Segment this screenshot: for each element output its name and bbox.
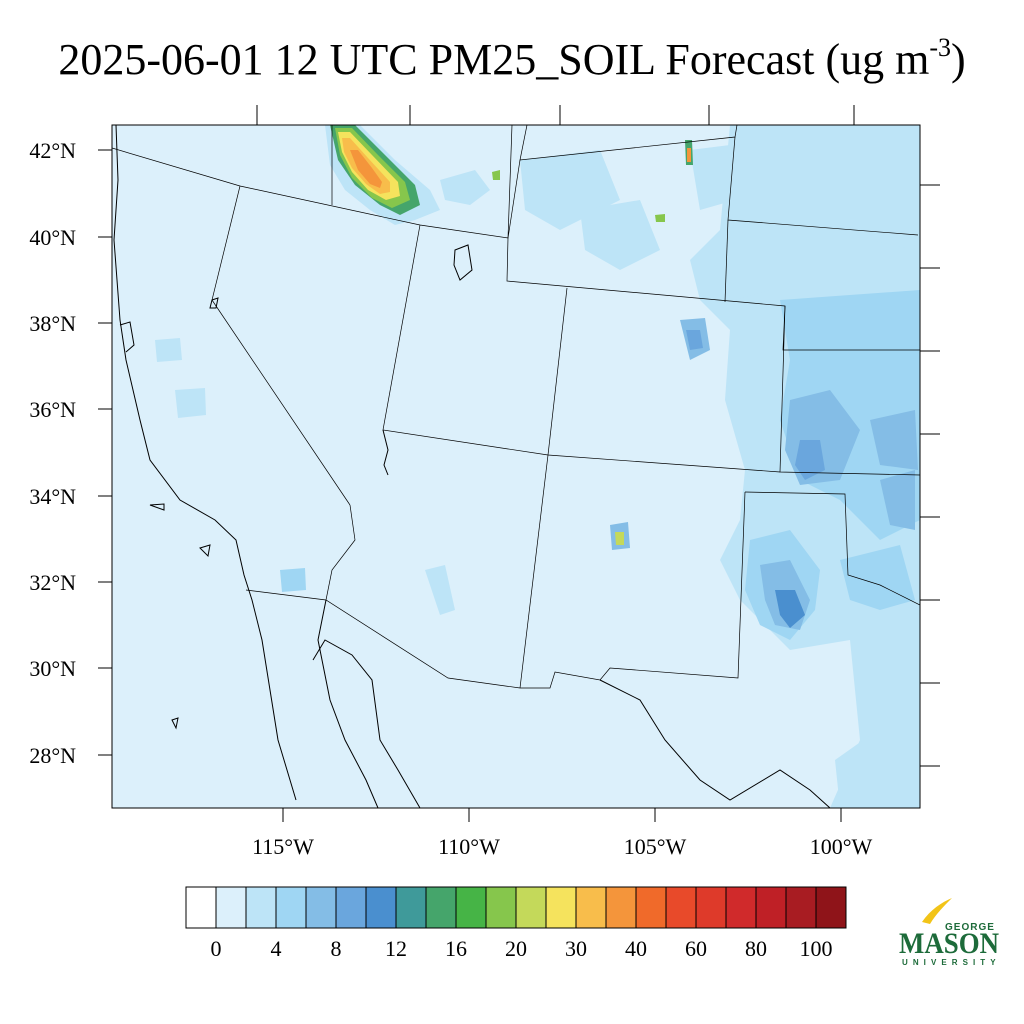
colorbar-label: 8	[331, 936, 342, 961]
colorbar-label: 16	[445, 936, 467, 961]
colorbar-swatch	[575, 886, 607, 929]
colorbar-label: 40	[625, 936, 647, 961]
colorbar-swatch	[815, 886, 847, 929]
colorbar-swatch	[785, 886, 817, 929]
colorbar-label: 100	[800, 936, 833, 961]
colorbar-label: 80	[745, 936, 767, 961]
colorbar-label: 4	[271, 936, 282, 961]
lon-label-105w: 105°W	[624, 834, 687, 859]
logo-flame-icon	[922, 898, 952, 924]
colorbar-label: 12	[385, 936, 407, 961]
colorbar-label: 30	[565, 936, 587, 961]
title-close: )	[951, 35, 966, 84]
colorbar-swatch	[215, 886, 247, 929]
colorbar-swatch	[755, 886, 787, 929]
colorbar-swatch	[605, 886, 637, 929]
latitude-labels: 42°N 40°N 38°N 36°N 34°N 32°N 30°N 28°N	[29, 138, 76, 768]
colorbar-swatch	[695, 886, 727, 929]
lat-label-36: 36°N	[29, 397, 76, 422]
lon-label-110w: 110°W	[438, 834, 500, 859]
logo-mason-text: MASON	[899, 927, 999, 960]
colorbar	[185, 886, 847, 929]
colorbar-swatch	[455, 886, 487, 929]
colorbar-swatch	[425, 886, 457, 929]
lat-label-28: 28°N	[29, 743, 76, 768]
colorbar-label: 60	[685, 936, 707, 961]
colorbar-swatch	[515, 886, 547, 929]
colorbar-swatch	[485, 886, 517, 929]
colorbar-swatch	[305, 886, 337, 929]
concentration-field	[155, 125, 920, 808]
colorbar-swatch	[665, 886, 697, 929]
lat-label-34: 34°N	[29, 484, 76, 509]
lat-label-38: 38°N	[29, 311, 76, 336]
colorbar-swatch	[635, 886, 667, 929]
colorbar-label: 0	[211, 936, 222, 961]
colorbar-swatch	[395, 886, 427, 929]
lat-label-30: 30°N	[29, 656, 76, 681]
logo-university-text: UNIVERSITY	[902, 958, 998, 967]
colorbar-swatch	[275, 886, 307, 929]
coastlines	[113, 125, 831, 808]
george-mason-logo: GEORGE MASON UNIVERSITY	[899, 898, 999, 967]
axis-ticks	[98, 105, 940, 822]
lat-label-42: 42°N	[29, 138, 76, 163]
longitude-labels: 115°W 110°W 105°W 100°W	[252, 834, 872, 859]
lat-label-32: 32°N	[29, 570, 76, 595]
lat-label-40: 40°N	[29, 225, 76, 250]
lon-label-115w: 115°W	[252, 834, 314, 859]
title-superscript: -3	[929, 33, 951, 62]
colorbar-swatch	[335, 886, 367, 929]
colorbar-swatch	[545, 886, 577, 929]
colorbar-swatch	[185, 886, 217, 929]
lon-label-100w: 100°W	[810, 834, 873, 859]
colorbar-swatch	[245, 886, 277, 929]
map-frame	[111, 124, 921, 809]
colorbar-swatch	[725, 886, 757, 929]
map-plot-area: 42°N 40°N 38°N 36°N 34°N 32°N 30°N 28°N …	[29, 105, 940, 859]
logo-george-text: GEORGE	[945, 922, 995, 933]
colorbar-swatch	[365, 886, 397, 929]
title-text: 2025-06-01 12 UTC PM25_SOIL Forecast (ug…	[58, 35, 930, 84]
map-title: 2025-06-01 12 UTC PM25_SOIL Forecast (ug…	[0, 30, 1024, 90]
colorbar-labels: 0 4 8 12 16 20 30 40 60 80 100	[211, 936, 833, 961]
colorbar-label: 20	[505, 936, 527, 961]
